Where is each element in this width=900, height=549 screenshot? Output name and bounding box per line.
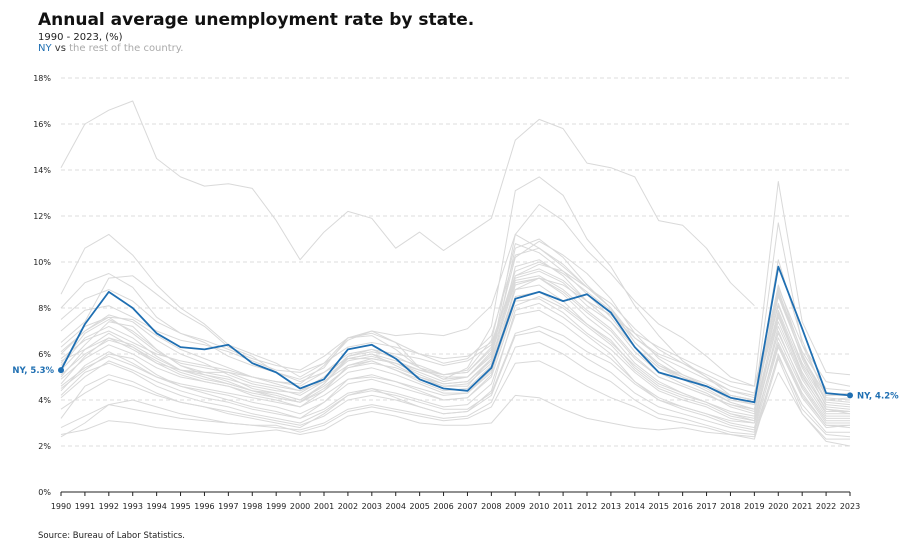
y-tick-label: 16% — [33, 120, 51, 129]
x-tick-label: 2000 — [290, 502, 310, 511]
x-tick-label: 1997 — [218, 502, 238, 511]
y-tick-label: 18% — [33, 74, 51, 83]
y-tick-label: 4% — [38, 396, 51, 405]
series-line-state-21 — [60, 296, 850, 422]
x-tick-label: 1998 — [242, 502, 262, 511]
y-tick-label: 0% — [38, 488, 51, 497]
x-tick-label: 2007 — [457, 502, 477, 511]
x-tick-label: 2004 — [386, 502, 406, 511]
series-line-state-09 — [60, 353, 851, 438]
y-tick-label: 10% — [33, 258, 51, 267]
ny-start-point — [58, 367, 64, 374]
legend-vs: vs — [51, 43, 70, 54]
x-tick-label: 2002 — [338, 502, 358, 511]
series-line-state-12 — [60, 284, 850, 419]
ny-end-label: NY, 4.2% — [857, 391, 899, 401]
legend: NY vs the rest of the country. — [38, 43, 183, 54]
x-tick-label: 2009 — [505, 502, 525, 511]
ny-end-point — [847, 392, 853, 399]
x-tick-label: 2013 — [601, 502, 621, 511]
x-tick-label: 2005 — [409, 502, 429, 511]
x-tick-label: 2010 — [529, 502, 549, 511]
series-line-state-27 — [60, 342, 850, 440]
x-tick-label: 1996 — [194, 502, 214, 511]
x-tick-label: 2023 — [840, 502, 860, 511]
series-line-state-24 — [60, 277, 851, 412]
x-tick-label: 2018 — [720, 502, 740, 511]
series-line-state-23 — [60, 330, 850, 433]
x-tick-label: 2003 — [362, 502, 382, 511]
series-line-state-17 — [60, 291, 850, 419]
x-tick-label: 1999 — [266, 502, 286, 511]
series-line-ny — [60, 265, 851, 404]
axis-layer: 0% 2% 4% 6% 8% 10% 12% 14% 16% 18% 1990 1991 1992 199… — [33, 74, 860, 511]
x-tick-label: 2016 — [672, 502, 692, 511]
x-tick-label: 1992 — [99, 502, 119, 511]
series-line-state-01 — [60, 100, 755, 307]
x-tick-label: 1994 — [146, 502, 166, 511]
ny-start-label: NY, 5.3% — [12, 366, 54, 376]
x-tick-label: 2012 — [577, 502, 597, 511]
series-line-state-04 — [60, 238, 851, 410]
x-tick-label: 2001 — [314, 502, 334, 511]
legend-rest: the rest of the country. — [69, 43, 184, 54]
x-tick-label: 2021 — [792, 502, 812, 511]
chart-title: Annual average unemployment rate by stat… — [38, 10, 475, 30]
x-tick-label: 1991 — [75, 502, 95, 511]
series-line-state-25 — [60, 298, 850, 426]
x-tick-label: 1990 — [51, 502, 71, 511]
x-tick-label: 2006 — [433, 502, 453, 511]
series-line-state-11 — [60, 243, 851, 410]
y-tick-label: 14% — [33, 166, 51, 175]
x-tick-label: 1995 — [170, 502, 190, 511]
legend-ny: NY — [38, 43, 52, 54]
chart-subtitle: 1990 - 2023, (%) — [38, 32, 123, 43]
series-line-state-28 — [60, 270, 851, 403]
x-tick-label: 2017 — [696, 502, 716, 511]
x-tick-label: 2014 — [625, 502, 645, 511]
y-tick-label: 8% — [38, 304, 51, 313]
series-line-state-07 — [60, 302, 851, 431]
grid-layer — [61, 77, 850, 447]
x-tick-label: 2015 — [649, 502, 669, 511]
series-line-state-02 — [60, 181, 851, 387]
series-line-state-19 — [60, 325, 851, 429]
y-tick-label: 12% — [33, 212, 51, 221]
x-tick-label: 2011 — [553, 502, 573, 511]
x-tick-label: 2008 — [481, 502, 501, 511]
x-tick-label: 2019 — [744, 502, 764, 511]
x-tick-label: 2020 — [768, 502, 788, 511]
series-line-state-26 — [60, 247, 850, 396]
source-note: Source: Bureau of Labor Statistics. — [38, 531, 186, 541]
series-line-state-08 — [60, 358, 851, 447]
x-tick-label: 1993 — [123, 502, 143, 511]
series-line-state-03 — [60, 176, 851, 401]
x-tick-label: 2022 — [816, 502, 836, 511]
series-line-state-22 — [60, 263, 851, 415]
series-line-state-10 — [60, 240, 851, 406]
other-states-layer — [60, 100, 851, 447]
series-line-state-13 — [60, 309, 850, 429]
y-tick-label: 2% — [38, 442, 51, 451]
series-line-state-14 — [60, 268, 851, 394]
ny-layer: NY, 5.3% NY, 4.2% — [12, 265, 899, 404]
y-tick-label: 6% — [38, 350, 51, 359]
